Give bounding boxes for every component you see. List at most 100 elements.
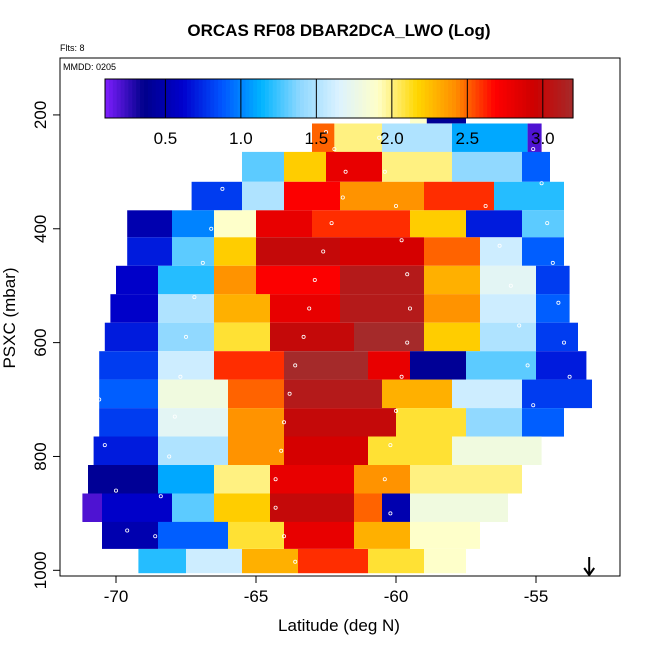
heatmap-cell (368, 436, 452, 465)
colorbar-segment (292, 79, 297, 118)
flight-track-point (293, 363, 298, 368)
colorbar-segment (144, 79, 149, 118)
colorbar-segment (385, 79, 391, 118)
heatmap-cell (214, 210, 256, 238)
heatmap-cell (242, 151, 284, 182)
heatmap-cell (466, 351, 536, 380)
colorbar-segment (374, 79, 379, 118)
colorbar-segment (370, 79, 375, 118)
colorbar-segment (561, 79, 566, 118)
heatmap-cell (284, 408, 396, 437)
colorbar-tick-label: 0.5 (154, 129, 178, 148)
flight-track-point (483, 203, 488, 208)
heatmap-cell (256, 237, 340, 266)
colorbar-segment (409, 79, 414, 118)
flight-track-point (200, 260, 205, 265)
colorbar-segment (378, 79, 383, 118)
heatmap-cell (424, 294, 480, 323)
heatmap-cell (214, 294, 270, 323)
heatmap-cell (127, 210, 172, 238)
x-axis-label: Latitude (deg N) (278, 616, 400, 635)
flight-track-point (281, 420, 286, 425)
colorbar-segment (420, 79, 426, 118)
heatmap-cell (424, 181, 494, 211)
heatmap-cell (522, 408, 564, 437)
colorbar-segment (116, 79, 122, 118)
heatmap-cell (452, 123, 528, 152)
heatmap-cell (312, 210, 410, 238)
arrow-marker (583, 557, 596, 577)
colorbar-segment (479, 79, 484, 118)
heatmap-cell (334, 123, 382, 152)
colorbar-segment (428, 79, 434, 118)
heatmap-cell (452, 151, 522, 182)
flight-track-point (86, 306, 91, 311)
flight-track-point (343, 169, 348, 174)
heatmap-cell (340, 181, 424, 211)
heatmap-cell (480, 322, 536, 352)
colorbar-segment (190, 79, 196, 118)
colorbar-segment (417, 79, 422, 118)
colorbar-segment (225, 79, 231, 118)
colorbar-segment (495, 79, 500, 118)
colorbar-segment (214, 79, 219, 118)
heatmap-cell (410, 351, 466, 380)
colorbar-segment (358, 79, 363, 118)
colorbar-segment (487, 79, 492, 118)
heatmap-cell (158, 521, 228, 549)
heatmap-cell (270, 493, 354, 522)
colorbar-segment (483, 79, 488, 118)
colorbar-segment (147, 79, 153, 118)
heatmap-cell (536, 265, 570, 295)
colorbar-segment (569, 79, 574, 118)
colorbar-segment (124, 79, 129, 118)
colorbar-segment (475, 79, 480, 118)
colorbar-segment (280, 79, 285, 118)
colorbar-segment (112, 79, 118, 118)
colorbar-segment (222, 79, 227, 118)
heatmap-cell (242, 181, 284, 211)
colorbar-tick-label: 3.0 (531, 129, 555, 148)
flight-track-point (88, 351, 93, 356)
flight-track-point (332, 147, 337, 152)
colorbar-segment (557, 79, 562, 118)
heatmap-cell (104, 322, 158, 352)
y-tick-label: 200 (31, 101, 50, 129)
flight-track-point (307, 306, 312, 311)
heatmap-cell (382, 123, 452, 152)
flight-track-point (323, 129, 328, 134)
heatmap-cell (354, 322, 424, 352)
colorbar-segment (514, 79, 519, 118)
heatmap-cell (228, 408, 284, 437)
flight-track-point (382, 169, 387, 174)
heatmap-cell (270, 465, 354, 494)
colorbar-segment (553, 79, 558, 118)
heatmap-cell (466, 210, 522, 238)
flight-track-point (183, 334, 188, 339)
heatmap-cell (158, 408, 228, 437)
colorbar-segment (393, 79, 399, 118)
heatmap-cell (410, 210, 466, 238)
colorbar-segment (432, 79, 438, 118)
heatmap-cell (172, 493, 214, 522)
heatmap-cell (284, 521, 354, 549)
colorbar-segment (229, 79, 235, 118)
colorbar-segment (319, 79, 324, 118)
colorbar-segment (339, 79, 344, 118)
colorbar-segment (405, 79, 410, 118)
heatmap-cell (284, 181, 340, 211)
heatmap-cell (116, 265, 158, 295)
heatmap-cell (284, 379, 382, 409)
heatmap-cell (214, 265, 256, 295)
flight-track-point (125, 528, 130, 533)
colorbar-segment (565, 79, 570, 118)
flight-track-point (329, 221, 334, 226)
heatmap-cell (452, 379, 522, 409)
colorbar-segment (448, 79, 453, 118)
y-axis-label: PSXC (mbar) (0, 267, 19, 368)
colorbar-segment (296, 79, 301, 118)
colorbar-segment (167, 79, 172, 118)
flight-track-point (91, 260, 96, 265)
colorbar-segment (140, 79, 145, 118)
flight-track-point (321, 249, 326, 254)
